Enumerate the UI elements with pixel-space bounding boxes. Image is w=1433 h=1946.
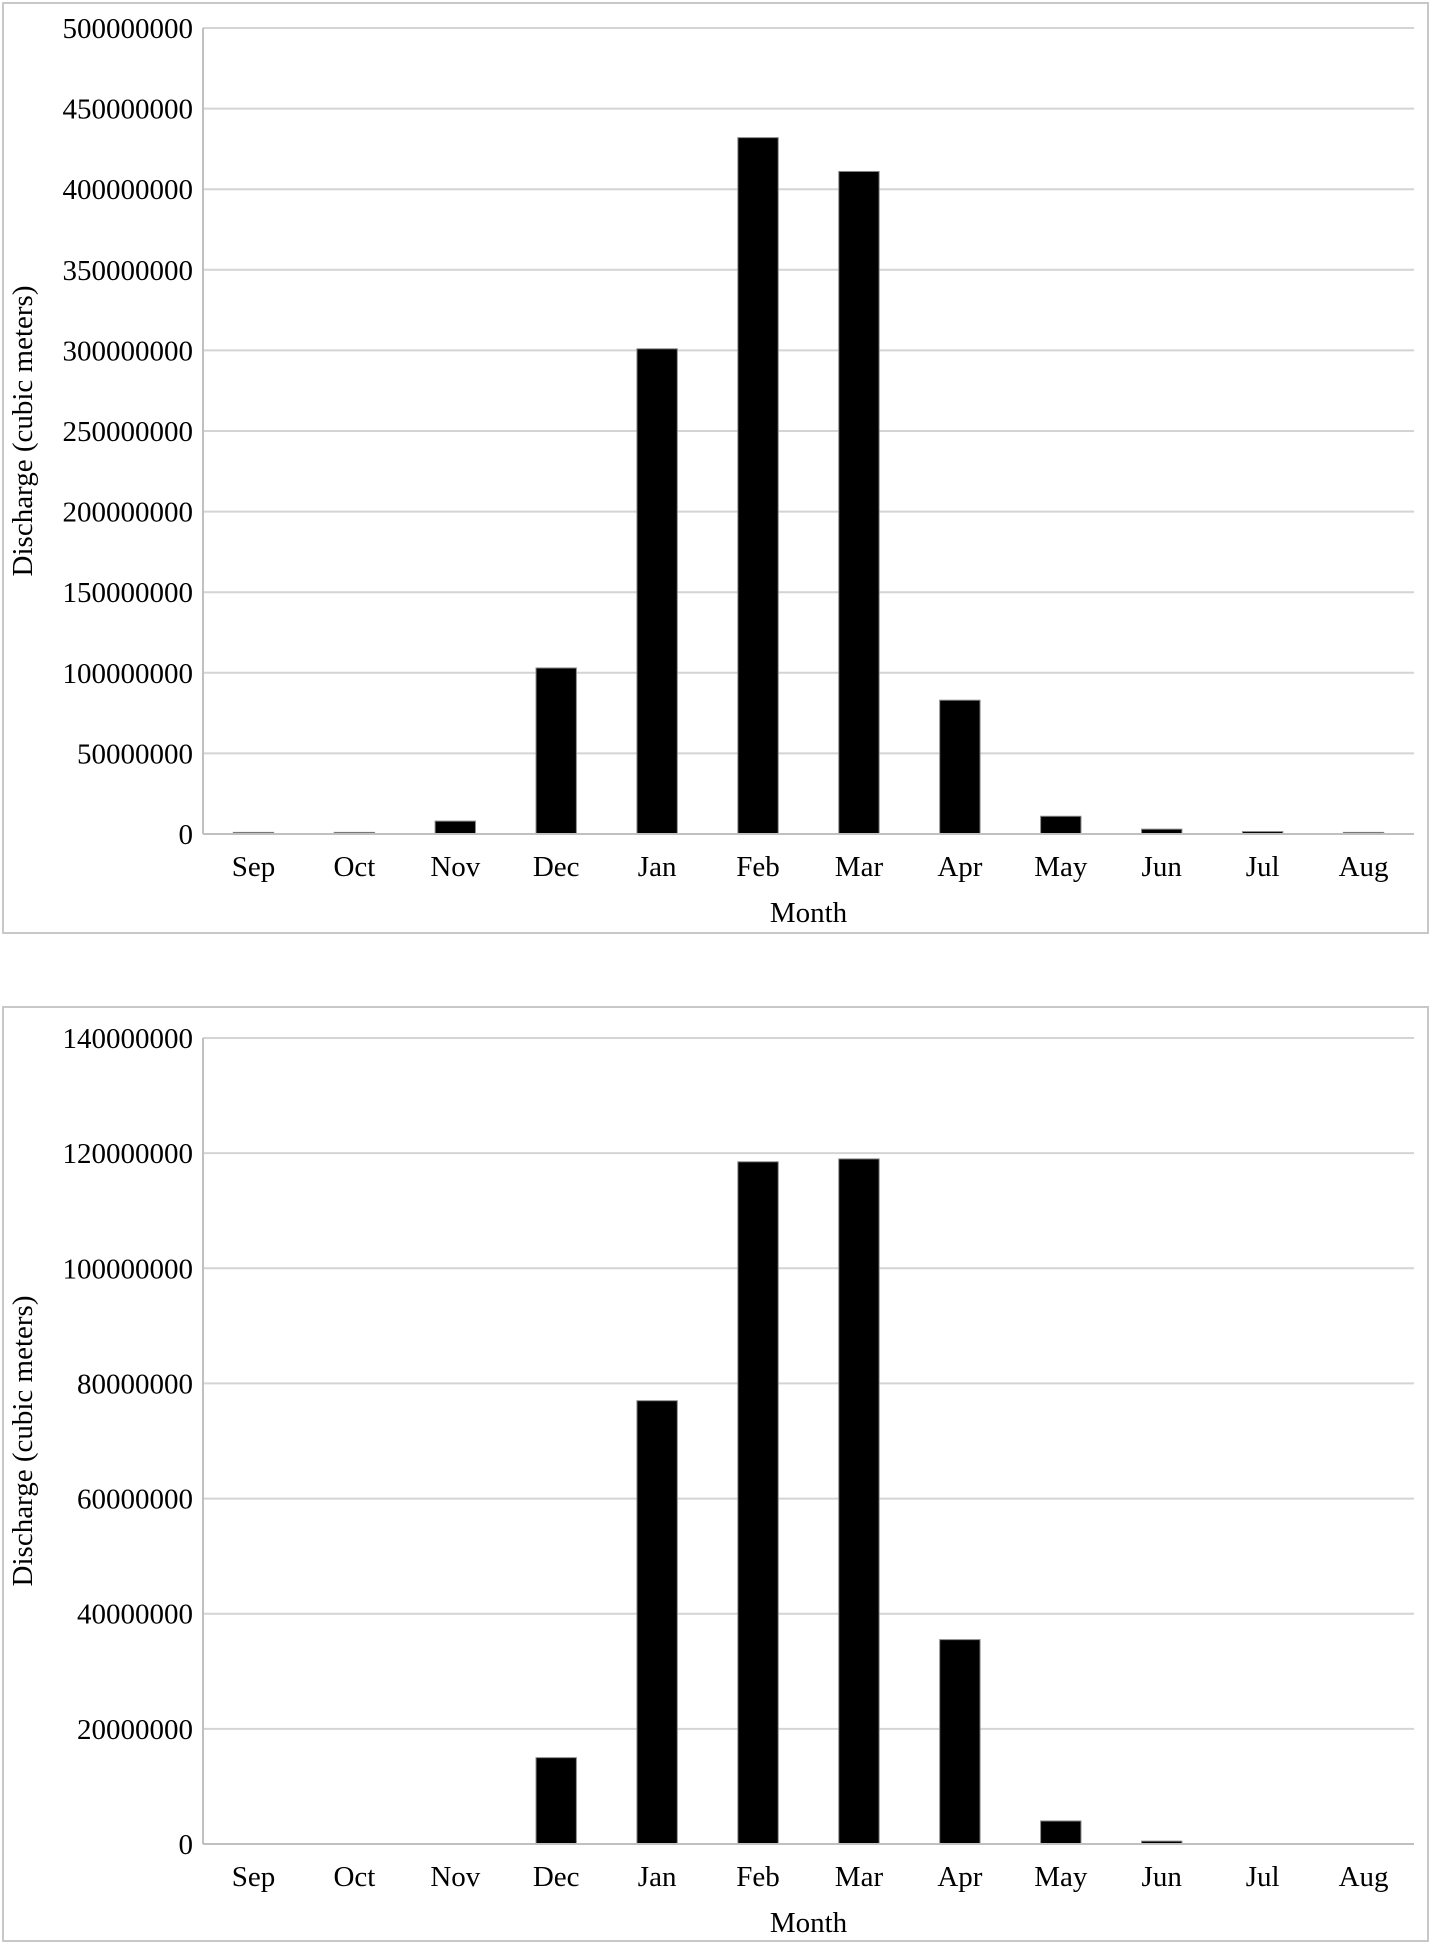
bar-apr [939, 699, 981, 835]
y-tick-label: 300000000 [63, 335, 194, 367]
y-tick-label: 350000000 [63, 255, 194, 287]
bar-dec [535, 667, 577, 835]
y-tick-label: 40000000 [77, 1599, 193, 1631]
x-tick-label: Jun [1142, 851, 1183, 883]
bar-jan [636, 348, 678, 835]
bar-may [1040, 815, 1082, 835]
bars [232, 137, 1385, 835]
y-axis-label: Discharge (cubic meters) [7, 1296, 39, 1587]
y-tick-label: 60000000 [77, 1484, 193, 1516]
y-tick-label: 0 [179, 1829, 194, 1861]
bar-feb [737, 137, 779, 835]
bar-jan [636, 1400, 678, 1845]
bar-apr [939, 1639, 981, 1845]
x-tick-label: Apr [937, 1861, 982, 1893]
x-tick-label: May [1034, 1861, 1088, 1893]
y-tick-label: 250000000 [63, 416, 194, 448]
bar-mar [838, 1158, 880, 1845]
y-axis-label: Discharge (cubic meters) [7, 286, 39, 577]
x-tick-label: Jan [638, 1861, 677, 1893]
x-tick-label: Sep [232, 851, 276, 883]
x-tick-label: Dec [533, 1861, 580, 1893]
bar-dec [535, 1757, 577, 1845]
y-tick-label: 200000000 [63, 497, 194, 529]
y-tick-label: 120000000 [63, 1138, 194, 1170]
gridlines [203, 1037, 1414, 1730]
x-tick-label: Nov [430, 851, 480, 883]
chart-canvas-bottom: 0 20000000 40000000 60000000 80000000 1000000… [7, 1023, 1414, 1939]
discharge-chart-top: 0 50000000 100000000 150000000 200000000 2500… [2, 2, 1429, 934]
x-axis-label: Month [770, 897, 848, 929]
x-tick-label: Dec [533, 851, 580, 883]
chart-canvas-top: 0 50000000 100000000 150000000 200000000 2500… [7, 13, 1414, 929]
x-tick-labels: Sep Oct Nov Dec Jan Feb Mar Apr May Jun Jul Aug [232, 851, 1389, 883]
x-tick-label: Jun [1142, 1861, 1183, 1893]
y-tick-label: 80000000 [77, 1368, 193, 1400]
x-tick-label: Feb [736, 1861, 780, 1893]
x-tick-label: Nov [430, 1861, 480, 1893]
y-tick-label: 0 [179, 819, 194, 851]
x-tick-label: Feb [736, 851, 780, 883]
y-tick-label: 140000000 [63, 1023, 194, 1055]
x-tick-label: Mar [835, 1861, 884, 1893]
bar-feb [737, 1161, 779, 1845]
discharge-chart-bottom: 0 20000000 40000000 60000000 80000000 1000000… [2, 1006, 1429, 1942]
y-tick-label: 400000000 [63, 174, 194, 206]
x-tick-label: May [1034, 851, 1088, 883]
bar-may [1040, 1820, 1082, 1845]
y-tick-label: 50000000 [77, 738, 193, 770]
x-tick-label: Jan [638, 851, 677, 883]
x-tick-label: Oct [333, 851, 375, 883]
y-tick-label: 20000000 [77, 1714, 193, 1746]
x-tick-label: Sep [232, 1861, 276, 1893]
gridlines [203, 27, 1414, 755]
y-tick-label: 150000000 [63, 577, 194, 609]
y-tick-labels: 0 20000000 40000000 60000000 80000000 1000000… [63, 1023, 194, 1861]
bar-mar [838, 170, 880, 835]
bar-nov [434, 820, 476, 835]
x-tick-labels: Sep Oct Nov Dec Jan Feb Mar Apr May Jun Jul Aug [232, 1861, 1389, 1893]
y-tick-label: 500000000 [63, 13, 194, 45]
y-tick-label: 100000000 [63, 1253, 194, 1285]
x-tick-label: Aug [1339, 851, 1389, 883]
x-tick-label: Apr [937, 851, 982, 883]
x-tick-label: Aug [1339, 1861, 1389, 1893]
x-axis-label: Month [770, 1907, 848, 1939]
y-tick-labels: 0 50000000 100000000 150000000 200000000 2500… [63, 13, 194, 851]
x-tick-label: Jul [1246, 1861, 1280, 1893]
x-tick-label: Mar [835, 851, 884, 883]
bars [535, 1158, 1183, 1845]
y-tick-label: 450000000 [63, 94, 194, 126]
x-tick-label: Oct [333, 1861, 375, 1893]
y-tick-label: 100000000 [63, 658, 194, 690]
x-tick-label: Jul [1246, 851, 1280, 883]
